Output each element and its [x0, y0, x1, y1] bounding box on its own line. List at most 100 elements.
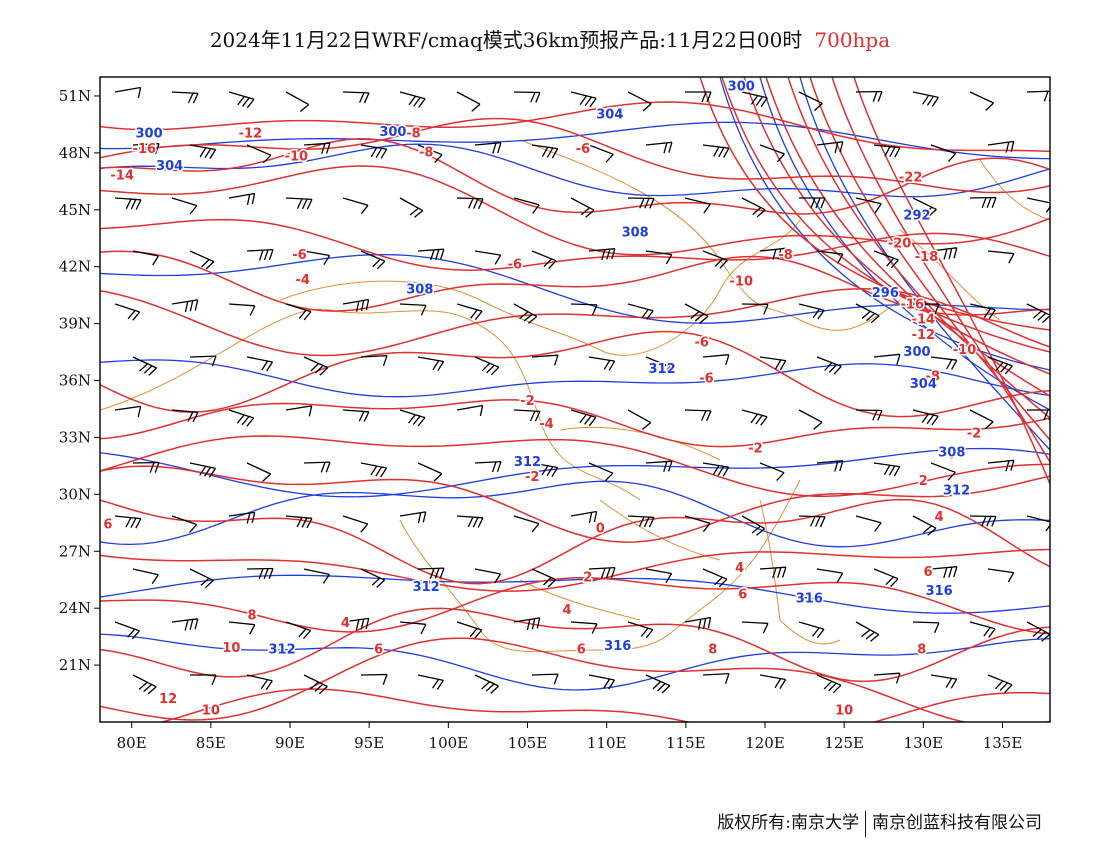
wind-barb: [684, 515, 711, 533]
wind-barb: [987, 140, 1015, 153]
wind-barb: [816, 141, 844, 154]
temperature-label: -12: [239, 127, 263, 142]
wind-barb: [228, 91, 255, 109]
temperature-contour: [100, 637, 1050, 722]
wind-barb: [645, 568, 673, 584]
wind-barb: [360, 144, 388, 159]
wind-barb: [303, 674, 328, 695]
wind-barb: [912, 197, 937, 218]
wind-barb: [930, 144, 957, 163]
height-label: 316: [926, 584, 953, 599]
wind-barb: [531, 568, 557, 588]
lat-tick-label: 51N: [59, 87, 91, 105]
lat-tick-label: 24N: [59, 599, 91, 617]
wind-barb: [741, 91, 768, 108]
wind-barb: [969, 409, 994, 430]
wind-barb: [741, 303, 769, 315]
wind-barb: [702, 354, 730, 366]
title-main: 2024年11月22日WRF/cmaq模式36km预报产品:11月22日00时: [209, 28, 803, 52]
temperature-contour: [100, 165, 1050, 256]
wind-barb: [855, 303, 880, 324]
wind-barb: [570, 621, 598, 634]
wind-barb: [987, 356, 1013, 375]
height-label: 312: [649, 362, 676, 377]
temperature-contour: [699, 77, 1050, 331]
wind-barb: [531, 250, 557, 269]
wind-barb: [913, 303, 940, 315]
wind-barb: [303, 568, 330, 584]
wind-barb: [456, 303, 483, 321]
height-contour: [100, 574, 1050, 614]
wind-barb: [342, 617, 370, 631]
wind-barb: [855, 409, 883, 421]
temperature-contour: [100, 399, 1050, 448]
lon-tick-label: 85E: [196, 734, 226, 752]
height-label: 304: [596, 108, 623, 123]
height-label: 300: [379, 125, 406, 140]
copyright-company: 南京创蓝科技有限公司: [872, 813, 1042, 833]
wind-barb: [855, 515, 882, 532]
temperature-label: -6: [699, 371, 713, 386]
wind-barb: [531, 144, 559, 159]
wind-barb: [987, 250, 1015, 264]
temperature-contour: [100, 577, 1050, 635]
wind-barb: [417, 144, 443, 163]
wind-barb: [684, 616, 712, 630]
wind-barb: [645, 141, 673, 154]
wind-barb: [627, 621, 654, 639]
temperature-labels: -16-14-12-10-8-8 -6-6-4-6-10-8-6-6-22-20-…: [102, 125, 983, 720]
wind-barb: [399, 409, 426, 427]
wind-barb: [303, 250, 331, 266]
wind-barb: [531, 462, 559, 478]
wind-barb: [189, 355, 217, 367]
wind-barb: [456, 621, 483, 639]
temperature-contour: [100, 218, 1050, 271]
wind-barb: [969, 303, 996, 320]
wind-barb: [969, 196, 997, 209]
wind-barb: [246, 248, 274, 261]
temperature-contour: [159, 688, 1050, 722]
temperature-label: -8: [926, 370, 940, 385]
wind-barb: [360, 462, 388, 478]
temperature-contour: [831, 77, 1050, 463]
wind-barb: [816, 356, 842, 375]
wind-barb: [417, 462, 443, 482]
wind-barb: [588, 144, 614, 163]
temperature-label: -4: [539, 417, 553, 432]
wind-barb: [360, 354, 388, 367]
wind-barb: [114, 197, 142, 210]
lon-tick-label: 100E: [429, 734, 469, 752]
wind-barb: [759, 247, 787, 260]
temperature-label: -16: [901, 297, 925, 312]
wind-barb: [570, 197, 595, 218]
wind-barb: [798, 515, 826, 528]
lon-tick-label: 110E: [587, 734, 627, 752]
wind-barb: [190, 674, 217, 686]
wind-barb: [588, 248, 616, 261]
border-line: [279, 219, 801, 356]
wind-barb: [342, 409, 370, 422]
temperature-contour: [787, 77, 1050, 419]
temperature-label: 6: [577, 643, 586, 658]
wind-barb: [513, 303, 538, 324]
wind-barb: [513, 515, 540, 533]
temperature-label: 4: [341, 616, 350, 631]
wind-barb: [246, 462, 272, 482]
latitude-axis: 51N 48N 45N 42N 39N 36N 33N 30N 27N 24N 21N: [59, 87, 100, 674]
wind-barb: [417, 674, 444, 690]
height-label: 316: [796, 591, 823, 606]
wind-barb: [798, 621, 825, 639]
longitude-axis: 80E 85E 90E 95E 100E 105E 110E 115E 120E 125E 130E…: [117, 722, 1022, 752]
height-label: 308: [622, 225, 649, 240]
wind-barb: [741, 621, 769, 634]
height-label: 316: [604, 639, 631, 654]
wind-barb: [570, 91, 597, 108]
wind-barb: [399, 511, 427, 524]
wind-barb: [855, 90, 883, 102]
wind-barb: [930, 462, 956, 481]
lon-tick-label: 80E: [117, 734, 147, 752]
height-label: 296: [872, 286, 899, 301]
wind-barb: [417, 567, 445, 579]
wind-barb: [570, 510, 598, 524]
